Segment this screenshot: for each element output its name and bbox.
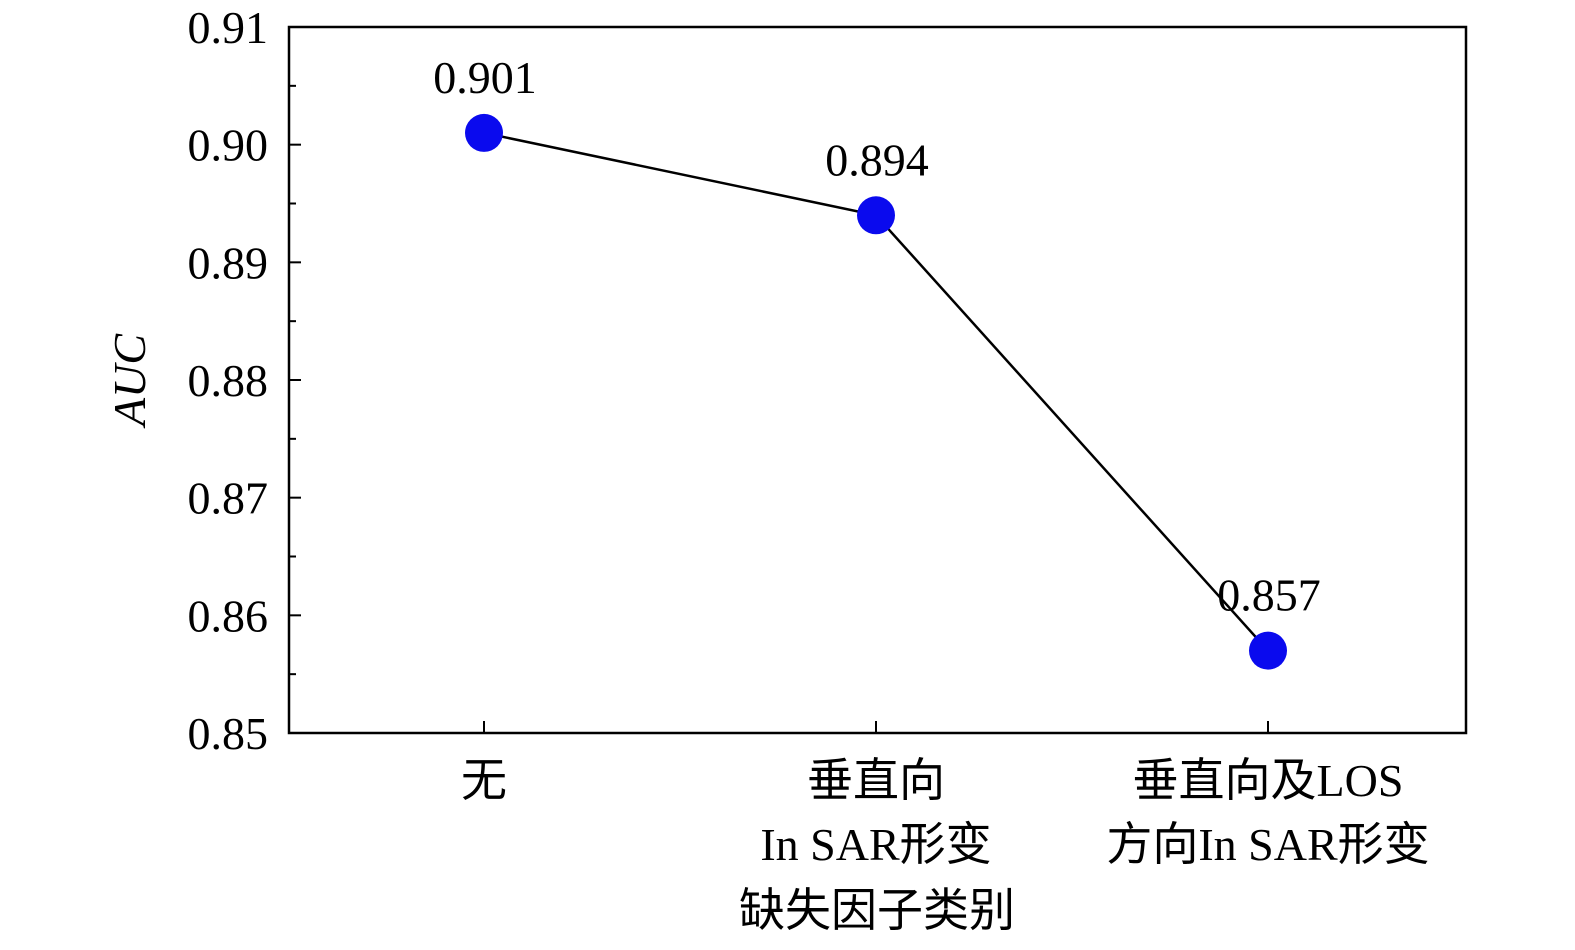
y-tick-label: 0.87 [188, 473, 269, 524]
y-tick-label: 0.85 [188, 708, 269, 759]
y-tick-label: 0.86 [188, 590, 269, 641]
data-label: 0.901 [433, 52, 537, 103]
y-axis-title: AUC [104, 333, 155, 429]
x-category-label: 垂直向 [807, 755, 945, 806]
data-point [1249, 631, 1287, 670]
y-tick-label: 0.90 [188, 120, 269, 171]
x-category-label: In SAR形变 [760, 819, 991, 870]
x-category-label: 垂直向及LOS [1133, 755, 1404, 806]
y-tick-label: 0.89 [188, 237, 269, 288]
x-axis: 无 垂直向 In SAR形变 垂直向及LOS 方向In SAR形变 [461, 721, 1430, 870]
data-label: 0.857 [1217, 570, 1321, 621]
y-axis: 0.85 0.86 0.87 0.88 0.89 0.90 0.91 [188, 2, 301, 759]
data-label: 0.894 [825, 134, 929, 185]
x-category-label: 方向In SAR形变 [1106, 819, 1429, 870]
data-point [465, 113, 503, 152]
x-category-label: 无 [461, 755, 507, 806]
series-layer: 0.901 0.894 0.857 [433, 52, 1321, 670]
y-tick-label: 0.91 [188, 2, 269, 53]
y-tick-label: 0.88 [188, 355, 269, 406]
data-point [857, 196, 895, 235]
x-axis-title: 缺失因子类别 [739, 885, 1015, 936]
